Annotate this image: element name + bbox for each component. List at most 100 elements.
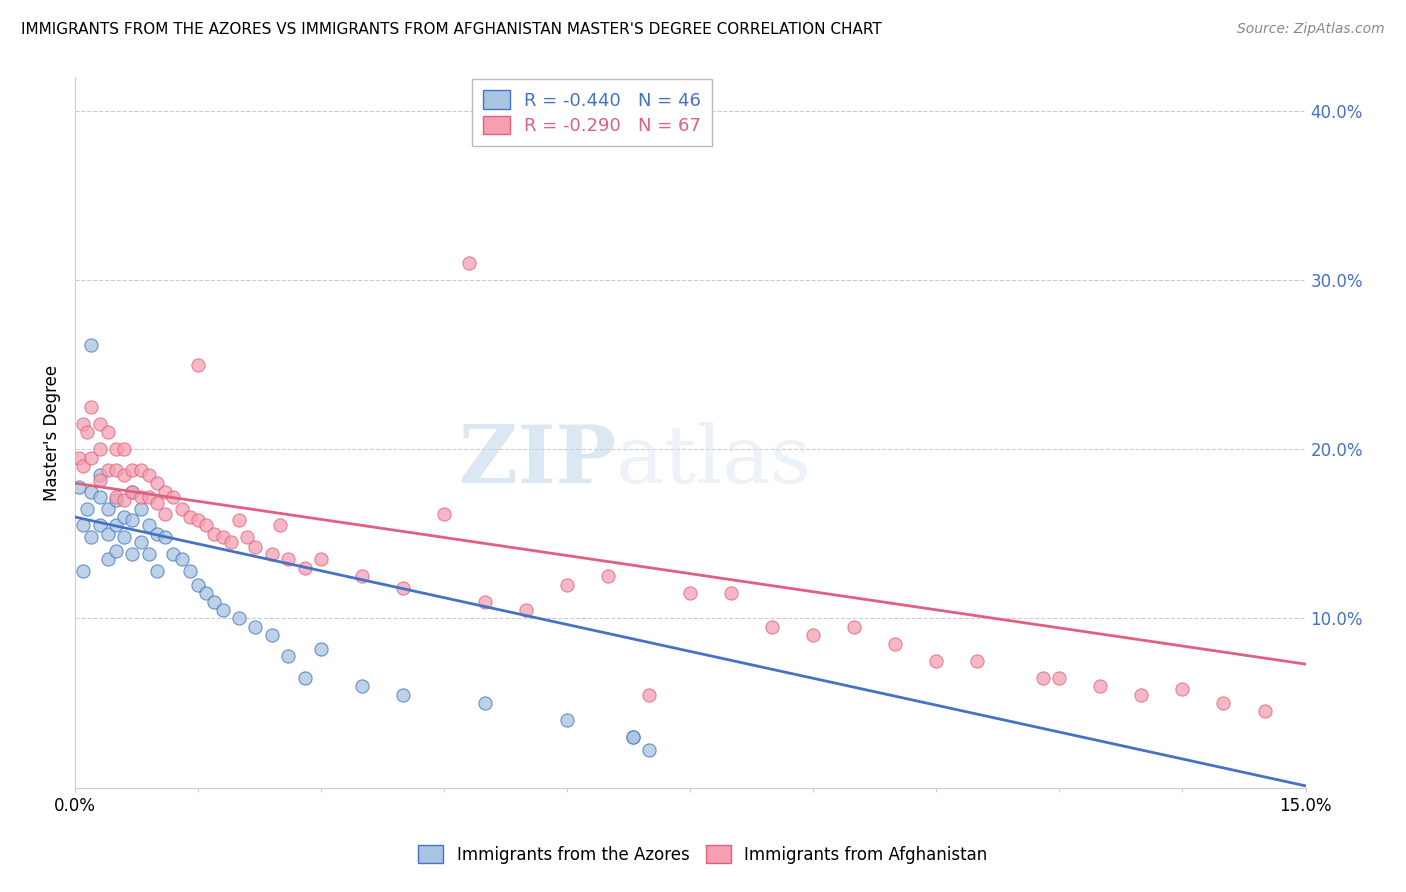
Point <box>187 577 209 591</box>
Point <box>277 648 299 663</box>
Point <box>598 569 620 583</box>
Point <box>260 628 283 642</box>
Point <box>1090 679 1112 693</box>
Point <box>204 527 226 541</box>
Point <box>105 442 128 457</box>
Point <box>474 594 496 608</box>
Point <box>80 450 103 465</box>
Point <box>621 730 644 744</box>
Point <box>146 496 169 510</box>
Point <box>72 564 94 578</box>
Point <box>352 569 374 583</box>
Point <box>179 564 201 578</box>
Point <box>1212 696 1234 710</box>
Point <box>392 581 415 595</box>
Point <box>76 425 98 440</box>
Point <box>138 467 160 482</box>
Point <box>80 530 103 544</box>
Point <box>228 513 250 527</box>
Point <box>761 620 783 634</box>
Point <box>162 490 184 504</box>
Point <box>76 501 98 516</box>
Point <box>801 628 824 642</box>
Point <box>112 467 135 482</box>
Point <box>89 442 111 457</box>
Point <box>105 518 128 533</box>
Point <box>72 417 94 431</box>
Point <box>89 417 111 431</box>
Point <box>129 501 152 516</box>
Point <box>170 552 193 566</box>
Point <box>211 530 233 544</box>
Point <box>260 547 283 561</box>
Point <box>80 484 103 499</box>
Point <box>294 560 316 574</box>
Point <box>844 620 866 634</box>
Point <box>309 552 332 566</box>
Legend: Immigrants from the Azores, Immigrants from Afghanistan: Immigrants from the Azores, Immigrants f… <box>412 838 994 871</box>
Point <box>621 730 644 744</box>
Y-axis label: Master's Degree: Master's Degree <box>44 365 60 500</box>
Point <box>89 473 111 487</box>
Point <box>170 501 193 516</box>
Point <box>1171 682 1194 697</box>
Point <box>515 603 537 617</box>
Point <box>112 530 135 544</box>
Point <box>105 493 128 508</box>
Point <box>121 463 143 477</box>
Point <box>219 535 242 549</box>
Point <box>555 713 578 727</box>
Point <box>162 547 184 561</box>
Text: Source: ZipAtlas.com: Source: ZipAtlas.com <box>1237 22 1385 37</box>
Point <box>925 654 948 668</box>
Point <box>138 518 160 533</box>
Point <box>89 518 111 533</box>
Point <box>138 490 160 504</box>
Point <box>884 637 907 651</box>
Point <box>121 547 143 561</box>
Point <box>294 671 316 685</box>
Point <box>966 654 988 668</box>
Point <box>1047 671 1070 685</box>
Point <box>112 493 135 508</box>
Point <box>474 696 496 710</box>
Point <box>138 547 160 561</box>
Text: atlas: atlas <box>616 422 811 500</box>
Point <box>155 484 177 499</box>
Legend: R = -0.440   N = 46, R = -0.290   N = 67: R = -0.440 N = 46, R = -0.290 N = 67 <box>472 79 711 146</box>
Point <box>245 620 267 634</box>
Point <box>121 484 143 499</box>
Point <box>457 256 479 270</box>
Point <box>97 552 120 566</box>
Text: ZIP: ZIP <box>460 422 616 500</box>
Text: IMMIGRANTS FROM THE AZORES VS IMMIGRANTS FROM AFGHANISTAN MASTER'S DEGREE CORREL: IMMIGRANTS FROM THE AZORES VS IMMIGRANTS… <box>21 22 882 37</box>
Point <box>97 501 120 516</box>
Point <box>720 586 742 600</box>
Point <box>67 480 90 494</box>
Point <box>72 518 94 533</box>
Point <box>129 535 152 549</box>
Point <box>638 688 661 702</box>
Point <box>112 442 135 457</box>
Point <box>277 552 299 566</box>
Point <box>105 544 128 558</box>
Point <box>105 463 128 477</box>
Point <box>236 530 259 544</box>
Point <box>352 679 374 693</box>
Point <box>204 594 226 608</box>
Point <box>129 490 152 504</box>
Point <box>146 527 169 541</box>
Point <box>309 641 332 656</box>
Point <box>112 510 135 524</box>
Point <box>245 541 267 555</box>
Point <box>433 507 456 521</box>
Point <box>211 603 233 617</box>
Point <box>1130 688 1153 702</box>
Point <box>121 513 143 527</box>
Point <box>155 507 177 521</box>
Point <box>179 510 201 524</box>
Point <box>638 743 661 757</box>
Point <box>89 467 111 482</box>
Point <box>228 611 250 625</box>
Point <box>105 490 128 504</box>
